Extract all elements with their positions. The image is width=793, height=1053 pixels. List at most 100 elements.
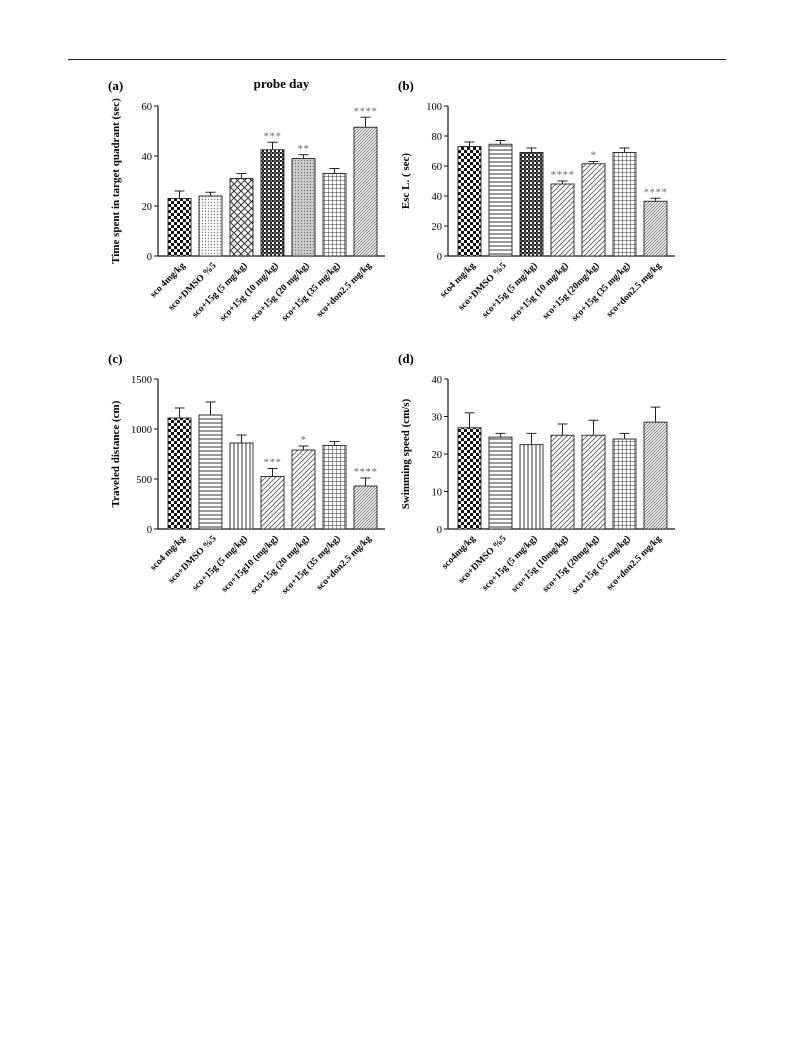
- y-tick-label: 40: [142, 152, 153, 163]
- x-tick-label: sco+15g (35 mg/kg): [570, 533, 633, 596]
- y-tick-label: 40: [432, 192, 443, 203]
- bar-group: [519, 147, 544, 257]
- bar-group: *: [291, 434, 316, 530]
- bar-group: ****: [644, 186, 668, 257]
- bar-group: [167, 190, 192, 257]
- y-tick-label: 40: [432, 375, 443, 386]
- y-tick-label: 80: [432, 132, 443, 143]
- bar: [488, 143, 513, 257]
- x-tick-label: sco+15g (20 mg/kg): [249, 260, 312, 323]
- x-tick-label: sco+15g (20 mg/kg): [249, 533, 312, 596]
- panel-b: (b) Esc L. ( sec) 0 20 40 60 80 100 sco4 mg/kg sc…: [398, 72, 698, 342]
- bar: [519, 444, 544, 530]
- x-tick-label: sco+15g (5 mg/kg): [190, 260, 250, 320]
- y-tick-label: 0: [147, 252, 152, 263]
- bar-group: ****: [550, 169, 575, 257]
- bar-group: ****: [353, 466, 378, 530]
- bar: [322, 173, 347, 257]
- panel-label: (d): [398, 351, 414, 366]
- y-axis-label: Time spent in target quadrant (sec): [110, 98, 122, 264]
- bar-group: [322, 168, 347, 257]
- bar: [198, 195, 223, 257]
- y-axis-label: Traveled distance (cm): [110, 400, 122, 507]
- y-tick-label: 60: [142, 102, 153, 113]
- bar-group: [167, 407, 192, 530]
- y-axis-label: Esc L. ( sec): [400, 153, 412, 210]
- bar: [488, 436, 513, 530]
- x-tick-label: sco+15g (10 mg/kg): [508, 260, 571, 323]
- bar: [353, 485, 378, 530]
- bar-group: [488, 432, 513, 530]
- bar-group: ***: [260, 130, 285, 257]
- bar: [457, 427, 482, 530]
- significance-label: ****: [354, 466, 378, 478]
- x-tick-label: sco+don2.5 mg/kg: [315, 534, 374, 593]
- x-tick-label: sco+15g (20mg/kg): [540, 533, 601, 594]
- bar: [167, 417, 192, 530]
- panel-label: (a): [108, 78, 123, 93]
- bar: [291, 158, 316, 257]
- bar-group: [229, 434, 254, 530]
- chart-d: (d)Swimming speed (cm/s)010203040sco4mg/…: [398, 351, 675, 596]
- bar: [581, 163, 606, 257]
- y-tick-label: 1000: [131, 425, 152, 436]
- bar-group: [519, 432, 544, 530]
- y-axis-label: Swimming speed (cm/s): [400, 398, 412, 509]
- bar: [612, 152, 637, 257]
- panel-d: (d) Swimming speed (cm/s) 0 10 20 30 40 sco4mg/…: [398, 345, 698, 615]
- bar: [322, 445, 347, 530]
- bar-group: [198, 191, 223, 257]
- y-tick-label: 20: [432, 222, 443, 233]
- x-tick-label: sco+15g (10 mg/kg): [218, 260, 281, 323]
- x-tick-label: sco+15g (35 mg/kg): [280, 533, 343, 596]
- bar: [457, 146, 482, 257]
- bar-group: **: [291, 143, 316, 257]
- panel-label: (c): [108, 351, 122, 366]
- bar-group: [612, 147, 637, 257]
- panel-label: (b): [398, 78, 414, 93]
- x-tick-label: sco+don2.5 mg/kg: [605, 534, 664, 593]
- bar: [229, 442, 254, 530]
- bar-group: [488, 140, 513, 257]
- significance-label: ***: [264, 457, 282, 469]
- x-tick-label: sco+don2.5 mg/kg: [605, 261, 664, 320]
- bar: [612, 438, 637, 530]
- x-tick-label: sco+15g (5 mg/kg): [190, 533, 250, 593]
- chart-a: (a) probe day Time spent in target quadran…: [108, 76, 385, 323]
- bar-group: [643, 406, 668, 530]
- x-tick-label: sco+15g (5 mg/kg): [480, 260, 540, 320]
- y-tick-label: 1500: [131, 375, 152, 386]
- bar-group: *: [581, 150, 606, 257]
- bar: [643, 421, 668, 530]
- bar: [550, 183, 575, 257]
- bar: [229, 178, 254, 257]
- header-rule: [68, 59, 726, 60]
- bar: [581, 434, 606, 530]
- bar-group: [612, 432, 637, 530]
- significance-label: *: [301, 434, 307, 446]
- bar-group: [198, 401, 223, 530]
- y-tick-label: 20: [432, 450, 443, 461]
- y-tick-label: 500: [136, 475, 152, 486]
- x-tick-label: sco+15g (5 mg/kg): [480, 533, 540, 593]
- chart-title: probe day: [254, 76, 310, 91]
- significance-label: ****: [551, 169, 575, 181]
- y-tick-label: 10: [432, 488, 443, 499]
- bar-group: [457, 412, 482, 530]
- y-tick-label: 0: [437, 525, 442, 536]
- panel-a: (a) probe day Time spent in target quadran…: [108, 72, 398, 342]
- x-tick-label: sco+15g10 (mg/kg): [219, 533, 280, 594]
- bar: [353, 126, 378, 257]
- bar: [198, 414, 223, 530]
- x-tick-label: sco+15g (10mg/kg): [509, 533, 570, 594]
- chart-c: (c) Traveled distance (cm) 0 500 1000 1500 sco…: [108, 351, 385, 596]
- bar-group: [457, 141, 482, 257]
- bar-group: [322, 441, 347, 530]
- bar: [167, 198, 192, 257]
- significance-label: **: [298, 143, 310, 155]
- significance-label: ****: [354, 105, 378, 117]
- x-tick-label: sco+15g (35 mg/kg): [570, 260, 633, 323]
- significance-label: ****: [644, 186, 668, 198]
- x-tick-label: sco+15g (20mg/kg): [540, 260, 601, 321]
